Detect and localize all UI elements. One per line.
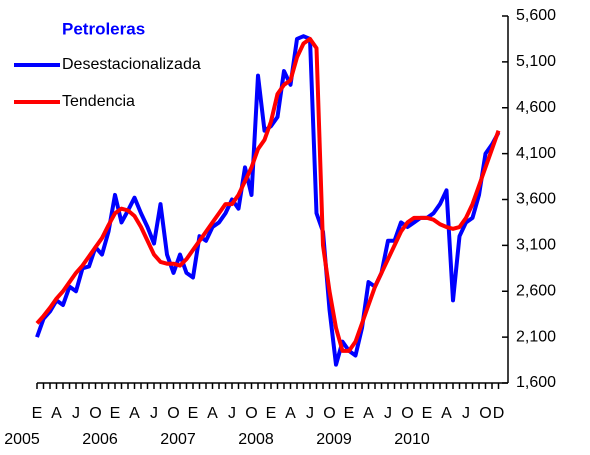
x-tick-label: E	[422, 405, 433, 422]
x-tick-label: O	[245, 405, 257, 422]
x-tick-label: J	[384, 405, 392, 422]
x-group-label: 2006	[82, 431, 118, 448]
x-tick-label: E	[188, 405, 199, 422]
x-tick-label: O	[167, 405, 179, 422]
y-tick-label: 3,100	[516, 237, 556, 254]
x-tick-label: J	[228, 405, 236, 422]
legend-title: Petroleras	[62, 19, 145, 38]
x-tick-label: O	[323, 405, 335, 422]
x-group-label: 2009	[316, 431, 352, 448]
x-group-label: 2008	[238, 431, 274, 448]
x-tick-label: A	[285, 405, 296, 422]
x-tick-label: A	[441, 405, 452, 422]
x-tick-label: O	[479, 405, 491, 422]
x-tick-label: E	[110, 405, 121, 422]
x-tick-label: A	[129, 405, 140, 422]
y-tick-label: 3,600	[516, 191, 556, 208]
y-tick-label: 5,100	[516, 53, 556, 70]
series-line	[35, 34, 501, 367]
legend-label: Tendencia	[62, 93, 135, 110]
x-tick-label: E	[266, 405, 277, 422]
y-tick-label: 4,600	[516, 99, 556, 116]
x-tick-label: E	[344, 405, 355, 422]
series-line	[35, 36, 501, 353]
x-group-label: 2010	[394, 431, 430, 448]
x-tick-label: J	[72, 405, 80, 422]
y-tick-label: 1,600	[516, 374, 556, 391]
x-tick-label: J	[150, 405, 158, 422]
x-tick-label: A	[51, 405, 62, 422]
x-group-label: 2005	[4, 431, 40, 448]
x-tick-label: J	[462, 405, 470, 422]
x-tick-label: A	[207, 405, 218, 422]
x-tick-label: O	[401, 405, 413, 422]
x-tick-label: J	[306, 405, 314, 422]
y-tick-label: 2,600	[516, 282, 556, 299]
x-tick-label: A	[363, 405, 374, 422]
x-tick-label: O	[89, 405, 101, 422]
y-tick-label: 4,100	[516, 145, 556, 162]
x-tick-label: E	[32, 405, 43, 422]
x-tick-label: D	[493, 405, 505, 422]
legend-label: Desestacionalizada	[62, 56, 201, 73]
y-tick-label: 5,600	[516, 7, 556, 24]
y-tick-label: 2,100	[516, 328, 556, 345]
x-group-label: 2007	[160, 431, 196, 448]
